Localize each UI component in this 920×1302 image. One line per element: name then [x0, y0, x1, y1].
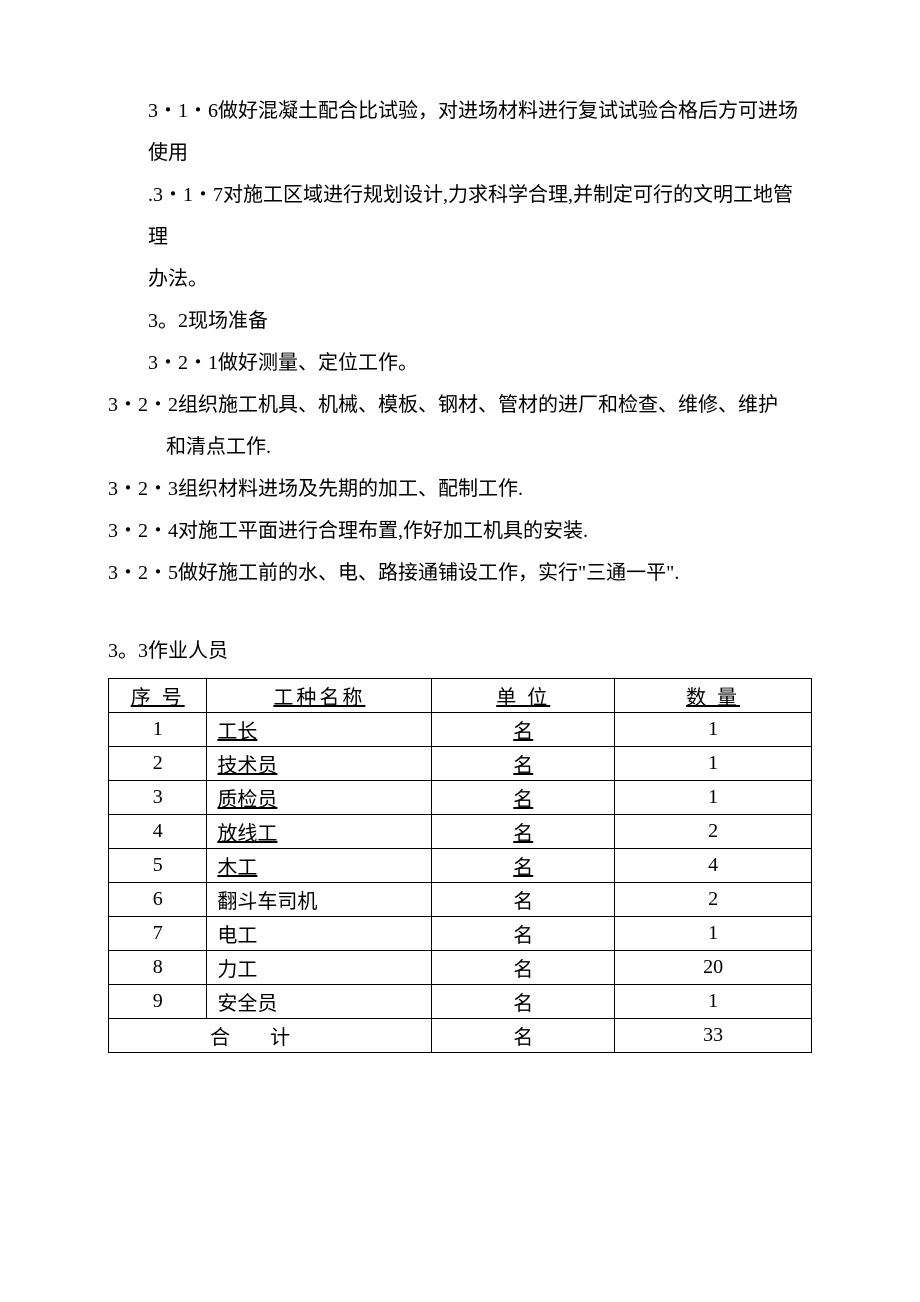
cell-qty: 1 [615, 713, 812, 747]
cell-qty: 1 [615, 781, 812, 815]
th-seq: 序 号 [109, 679, 207, 713]
table-row: 5木工名4 [109, 849, 812, 883]
para-3-2-2-line1: 3・2・2组织施工机具、机械、模板、钢材、管材的进厂和检查、维修、维护 [108, 384, 812, 426]
cell-unit: 名 [432, 713, 615, 747]
para-3-1-6: 3・1・6做好混凝土配合比试验，对进场材料进行复试试验合格后方可进场使用 [108, 90, 812, 174]
para-3-2-4: 3・2・4对施工平面进行合理布置,作好加工机具的安装. [108, 510, 812, 552]
th-name: 工种名称 [207, 679, 432, 713]
cell-name: 电工 [207, 917, 432, 951]
table-row: 1工长名1 [109, 713, 812, 747]
cell-qty: 1 [615, 917, 812, 951]
cell-unit: 名 [432, 815, 615, 849]
table-row: 6翻斗车司机名2 [109, 883, 812, 917]
table-row: 9安全员名1 [109, 985, 812, 1019]
cell-qty: 2 [615, 883, 812, 917]
cell-seq: 2 [109, 747, 207, 781]
para-3-2-1: 3・2・1做好测量、定位工作。 [108, 342, 812, 384]
cell-name: 木工 [207, 849, 432, 883]
cell-seq: 4 [109, 815, 207, 849]
para-3-2-2-line2: 和清点工作. [108, 426, 812, 468]
table-row: 7电工名1 [109, 917, 812, 951]
cell-name: 放线工 [207, 815, 432, 849]
para-3-1-7-line2: 办法。 [108, 258, 812, 300]
cell-seq: 6 [109, 883, 207, 917]
table-row: 2技术员名1 [109, 747, 812, 781]
th-unit: 单 位 [432, 679, 615, 713]
table-title-3-3: 3。3作业人员 [108, 630, 812, 672]
cell-seq: 1 [109, 713, 207, 747]
cell-seq: 5 [109, 849, 207, 883]
cell-qty: 4 [615, 849, 812, 883]
table-row: 8力工名20 [109, 951, 812, 985]
table-row: 3质检员名1 [109, 781, 812, 815]
cell-name: 工长 [207, 713, 432, 747]
cell-name: 质检员 [207, 781, 432, 815]
cell-seq: 9 [109, 985, 207, 1019]
cell-name: 翻斗车司机 [207, 883, 432, 917]
cell-unit: 名 [432, 985, 615, 1019]
cell-qty: 20 [615, 951, 812, 985]
cell-unit: 名 [432, 883, 615, 917]
table-body: 1工长名12技术员名13质检员名14放线工名25木工名46翻斗车司机名27电工名… [109, 713, 812, 1053]
cell-total-label: 合计 [109, 1019, 432, 1053]
cell-qty: 2 [615, 815, 812, 849]
cell-unit: 名 [432, 917, 615, 951]
cell-name: 力工 [207, 951, 432, 985]
para-3-2-5: 3・2・5做好施工前的水、电、路接通铺设工作，实行"三通一平". [108, 552, 812, 594]
personnel-table: 序 号 工种名称 单 位 数 量 1工长名12技术员名13质检员名14放线工名2… [108, 678, 812, 1053]
para-3-2-heading: 3。2现场准备 [108, 300, 812, 342]
para-3-2-3: 3・2・3组织材料进场及先期的加工、配制工作. [108, 468, 812, 510]
cell-total-qty: 33 [615, 1019, 812, 1053]
table-total-row: 合计名33 [109, 1019, 812, 1053]
cell-unit: 名 [432, 781, 615, 815]
cell-total-unit: 名 [432, 1019, 615, 1053]
cell-unit: 名 [432, 747, 615, 781]
cell-unit: 名 [432, 849, 615, 883]
table-row: 4放线工名2 [109, 815, 812, 849]
th-qty: 数 量 [615, 679, 812, 713]
cell-seq: 8 [109, 951, 207, 985]
cell-seq: 3 [109, 781, 207, 815]
cell-name: 技术员 [207, 747, 432, 781]
cell-qty: 1 [615, 985, 812, 1019]
para-3-1-7-line1: .3・1・7对施工区域进行规划设计,力求科学合理,并制定可行的文明工地管理 [108, 174, 812, 258]
cell-name: 安全员 [207, 985, 432, 1019]
cell-seq: 7 [109, 917, 207, 951]
document-page: 3・1・6做好混凝土配合比试验，对进场材料进行复试试验合格后方可进场使用 .3・… [0, 0, 920, 1093]
table-header-row: 序 号 工种名称 单 位 数 量 [109, 679, 812, 713]
cell-unit: 名 [432, 951, 615, 985]
cell-qty: 1 [615, 747, 812, 781]
